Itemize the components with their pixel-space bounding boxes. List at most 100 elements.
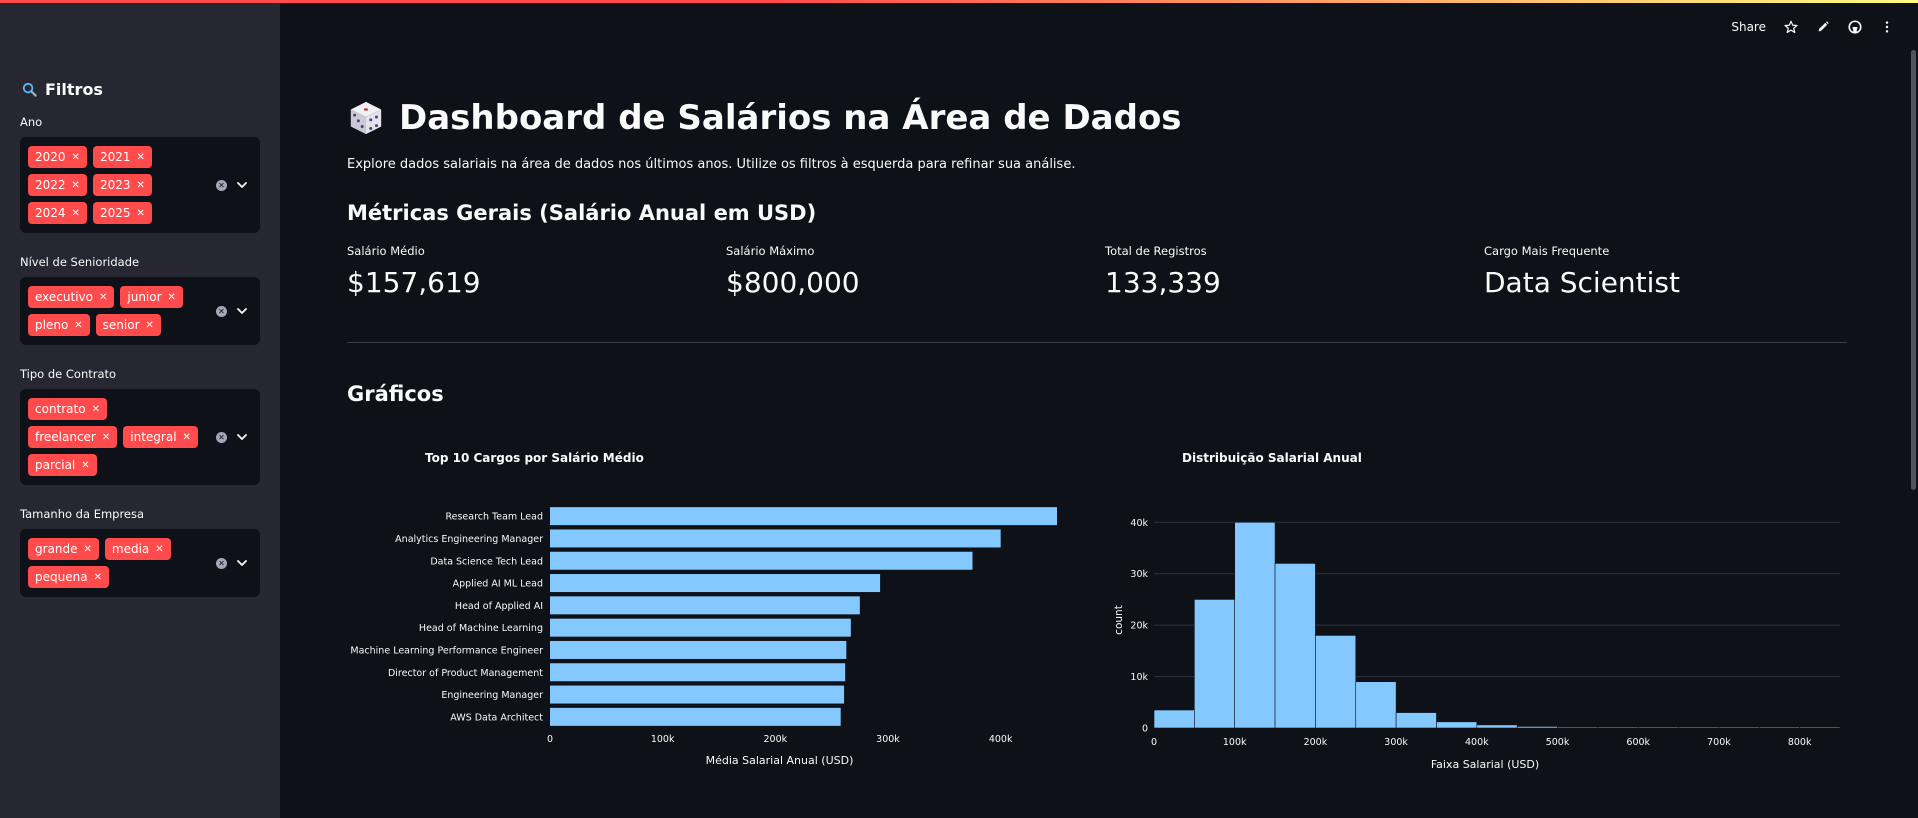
filter-chip[interactable]: pequena ✕	[28, 566, 109, 588]
remove-chip-icon[interactable]: ✕	[167, 291, 176, 303]
share-button[interactable]: Share	[1731, 20, 1766, 34]
remove-chip-icon[interactable]: ✕	[81, 459, 90, 471]
multiselect-input[interactable]: grande ✕ media ✕ pequena ✕ ✕	[20, 529, 260, 597]
histogram-bar	[1637, 726, 1679, 729]
remove-chip-icon[interactable]: ✕	[71, 179, 80, 191]
charts-heading: Gráficos	[347, 382, 444, 406]
histogram-bar	[1678, 726, 1720, 729]
filter-label: Tipo de Contrato	[20, 367, 117, 381]
remove-chip-icon[interactable]: ✕	[136, 207, 145, 219]
tick-label: 0	[1151, 737, 1157, 748]
bar	[550, 685, 845, 704]
tick-label: 500k	[1546, 737, 1570, 748]
chip-label: contrato	[35, 402, 86, 416]
remove-chip-icon[interactable]: ✕	[182, 431, 191, 443]
clear-icon[interactable]: ✕	[216, 305, 227, 317]
bar-chart-title: Top 10 Cargos por Salário Médio	[425, 451, 644, 465]
chip-label: grande	[35, 542, 78, 556]
remove-chip-icon[interactable]: ✕	[98, 291, 108, 303]
metric-value: $800,000	[726, 266, 860, 299]
filter-label: Ano	[20, 115, 43, 129]
tick-label: 100k	[651, 734, 675, 745]
chip-label: junior	[127, 290, 162, 304]
remove-chip-icon[interactable]: ✕	[83, 543, 92, 555]
sidebar-title-text: Filtros	[45, 80, 103, 99]
filter-chip[interactable]: contrato ✕	[28, 398, 107, 420]
section-divider	[347, 342, 1847, 343]
remove-chip-icon[interactable]: ✕	[155, 543, 164, 555]
bar	[550, 596, 860, 615]
tick-label: 40k	[1130, 518, 1148, 529]
filter-chip[interactable]: parcial ✕	[28, 454, 97, 476]
category-label: Research Team Lead	[445, 512, 543, 523]
remove-chip-icon[interactable]: ✕	[136, 151, 145, 163]
bar	[550, 574, 881, 593]
chevron-down-icon[interactable]	[235, 430, 249, 444]
bar	[550, 618, 851, 637]
category-label: Analytics Engineering Manager	[395, 534, 543, 545]
remove-chip-icon[interactable]: ✕	[145, 319, 154, 331]
multiselect-input[interactable]: contrato ✕ freelancer ✕ integral ✕ parcial ✕ ✕	[20, 389, 260, 485]
filter-chip[interactable]: 2025 ✕	[92, 202, 152, 224]
metric-label: Salário Máximo	[726, 244, 815, 258]
pencil-icon[interactable]	[1816, 20, 1830, 34]
more-vertical-icon[interactable]	[1880, 20, 1894, 34]
github-icon[interactable]	[1848, 20, 1862, 34]
filter-chip[interactable]: 2024 ✕	[28, 202, 87, 224]
remove-chip-icon[interactable]: ✕	[93, 571, 102, 583]
tick-label: 800k	[1788, 737, 1812, 748]
category-label: Engineering Manager	[441, 690, 543, 701]
filter-chip[interactable]: 2022 ✕	[28, 174, 87, 196]
star-icon[interactable]	[1784, 20, 1798, 34]
clear-icon[interactable]: ✕	[216, 179, 227, 191]
filter-chip[interactable]: media ✕	[104, 538, 171, 560]
filter-chip[interactable]: grande ✕	[28, 538, 99, 560]
remove-chip-icon[interactable]: ✕	[71, 207, 80, 219]
remove-chip-icon[interactable]: ✕	[74, 319, 83, 331]
chip-label: 2024	[35, 206, 66, 220]
x-axis-label: Faixa Salarial (USD)	[1431, 758, 1539, 771]
histogram-bar	[1194, 599, 1236, 729]
filter-chip[interactable]: pleno ✕	[28, 314, 90, 336]
filter-chip[interactable]: freelancer ✕	[28, 426, 118, 448]
chevron-down-icon[interactable]	[235, 304, 249, 318]
tick-label: 20k	[1130, 621, 1148, 632]
remove-chip-icon[interactable]: ✕	[91, 403, 100, 415]
tick-label: 10k	[1130, 672, 1148, 683]
chip-label: pleno	[35, 318, 69, 332]
histogram-bar	[1153, 709, 1195, 729]
remove-chip-icon[interactable]: ✕	[101, 431, 111, 443]
remove-chip-icon[interactable]: ✕	[136, 179, 145, 191]
page-scrollbar[interactable]	[1911, 50, 1916, 490]
bar	[550, 640, 847, 659]
x-axis-label: Média Salarial Anual (USD)	[706, 754, 854, 767]
filter-chip[interactable]: executivo ✕	[28, 286, 115, 308]
metric-value: $157,619	[347, 266, 481, 299]
filter-chip[interactable]: 2023 ✕	[92, 174, 152, 196]
filter-label: Tamanho da Empresa	[20, 507, 145, 521]
dice-icon	[350, 101, 382, 135]
histogram-bar	[1516, 726, 1558, 729]
multiselect-input[interactable]: 2020 ✕ 2021 ✕ 2022 ✕ 2023 ✕ 2024 ✕ 2025 ✕ ✕	[20, 137, 260, 233]
tick-label: 300k	[1384, 737, 1408, 748]
category-label: Applied AI ML Lead	[453, 579, 543, 590]
chip-label: pequena	[35, 570, 88, 584]
filter-group: Nível de Senioridade executivo ✕ junior ✕ ple…	[20, 255, 260, 345]
clear-icon[interactable]: ✕	[216, 557, 227, 569]
filter-chip[interactable]: integral ✕	[123, 426, 198, 448]
multiselect-input[interactable]: executivo ✕ junior ✕ pleno ✕ senior ✕ ✕	[20, 277, 260, 345]
histogram-bar	[1557, 726, 1599, 729]
metric-most-frequent-role: Cargo Mais Frequente Data Scientist	[1484, 244, 1680, 299]
clear-icon[interactable]: ✕	[216, 431, 227, 443]
chevron-down-icon[interactable]	[235, 556, 249, 570]
tick-label: 400k	[989, 734, 1013, 745]
filter-chip[interactable]: 2020 ✕	[28, 146, 87, 168]
chip-label: senior	[102, 318, 140, 332]
filter-chip[interactable]: 2021 ✕	[92, 146, 152, 168]
chevron-down-icon[interactable]	[235, 178, 249, 192]
category-label: Director of Product Management	[388, 668, 543, 679]
tick-label: 600k	[1626, 737, 1650, 748]
filter-chip[interactable]: senior ✕	[95, 314, 161, 336]
filter-chip[interactable]: junior ✕	[120, 286, 183, 308]
remove-chip-icon[interactable]: ✕	[71, 151, 80, 163]
